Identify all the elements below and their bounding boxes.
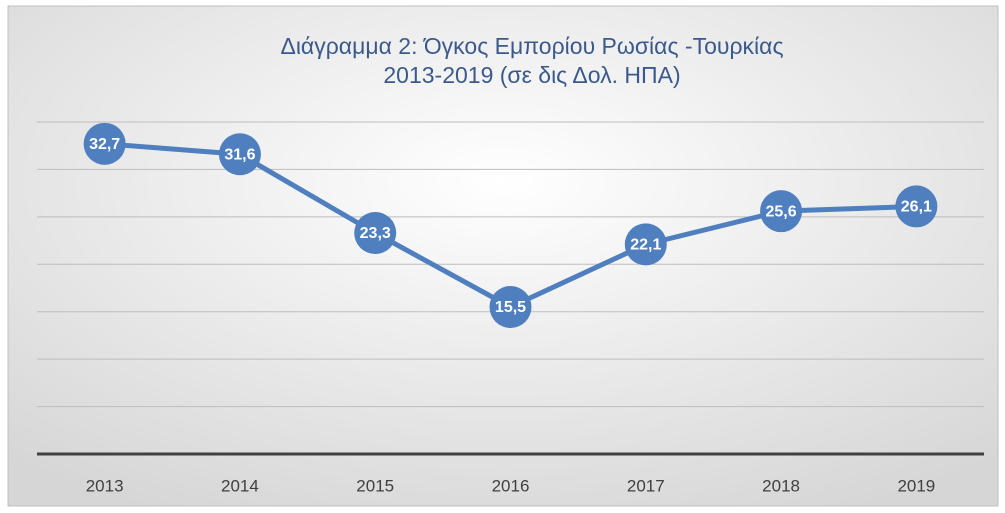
data-point bbox=[624, 223, 667, 266]
x-tick-label: 2017 bbox=[627, 476, 665, 495]
data-label: 22,1 bbox=[630, 237, 661, 254]
chart-title: 2013-2019 (σε δις Δολ. ΗΠΑ) bbox=[383, 62, 680, 88]
x-tick-label: 2016 bbox=[492, 476, 530, 495]
data-label: 26,1 bbox=[901, 199, 932, 216]
data-label: 31,6 bbox=[224, 146, 255, 163]
data-point bbox=[760, 190, 803, 233]
data-point bbox=[354, 211, 397, 254]
x-tick-label: 2018 bbox=[762, 476, 800, 495]
x-tick-label: 2015 bbox=[356, 476, 394, 495]
chart-title: Διάγραμμα 2: Όγκος Εμπορίου Ρωσίας -Τουρ… bbox=[280, 33, 783, 59]
data-point bbox=[895, 185, 938, 228]
x-tick-label: 2019 bbox=[897, 476, 935, 495]
data-label: 25,6 bbox=[766, 203, 797, 220]
data-point bbox=[83, 122, 126, 165]
chart-background bbox=[7, 5, 999, 507]
x-tick-label: 2013 bbox=[86, 476, 124, 495]
data-point bbox=[218, 133, 261, 176]
x-tick-label: 2014 bbox=[221, 476, 259, 495]
data-label: 15,5 bbox=[495, 299, 526, 316]
data-label: 32,7 bbox=[89, 136, 120, 153]
data-point bbox=[489, 285, 532, 328]
data-label: 23,3 bbox=[360, 225, 391, 242]
